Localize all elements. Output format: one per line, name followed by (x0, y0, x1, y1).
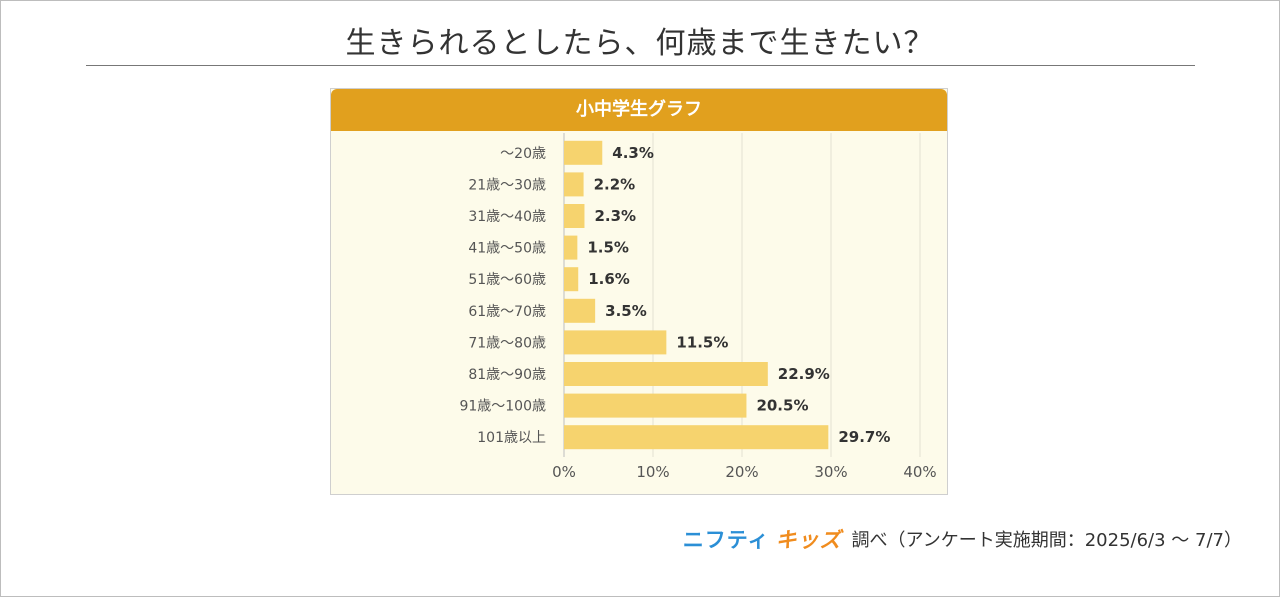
bar (564, 140, 603, 165)
bar-value-label: 2.2% (594, 175, 636, 193)
bar-value-label: 20.5% (756, 397, 808, 415)
category-label: 71歳～80歳 (468, 335, 546, 351)
category-label: 41歳～50歳 (468, 241, 546, 257)
x-tick-label: 20% (725, 463, 758, 481)
bar-value-label: 3.5% (605, 302, 647, 320)
bar (564, 425, 829, 450)
x-tick-label: 0% (552, 463, 576, 481)
source-credit: ニフティ キッズ 調べ（アンケート実施期間：2025/6/3 ～ 7/7） (683, 526, 1242, 552)
bar (564, 267, 579, 292)
bar (564, 172, 584, 197)
x-tick-label: 10% (636, 463, 669, 481)
bar-value-label: 1.6% (588, 270, 630, 288)
category-label: 91歳～100歳 (459, 399, 546, 415)
category-label: 101歳以上 (477, 430, 546, 446)
bar (564, 298, 596, 323)
bar (564, 235, 578, 260)
bar-value-label: 29.7% (838, 428, 890, 446)
nifty-logo: ニフティ (682, 528, 770, 552)
category-label: 31歳～40歳 (468, 209, 546, 225)
bar-value-label: 1.5% (587, 239, 629, 257)
category-label: 61歳～70歳 (468, 304, 546, 320)
page-title: 生きられるとしたら、何歳まで生きたい？ (345, 26, 935, 61)
kids-logo: キッズ (775, 528, 842, 552)
bar-chart: 4.3% ～20歳 2.2% 21歳～30歳 2.3% 31歳～40歳 1.5% 41歳～50… (459, 133, 937, 481)
category-label: ～20歳 (500, 146, 546, 162)
x-tick-label: 30% (814, 463, 847, 481)
category-label: 81歳～90歳 (468, 367, 546, 383)
bar-value-label: 2.3% (594, 207, 636, 225)
bar (564, 362, 768, 386)
chart-panel: 小中学生グラフ 4.3% ～20歳 2.2% 21歳～30歳 2.3% 31歳～40歳 1.… (330, 88, 948, 495)
bar-value-label: 11.5% (676, 333, 728, 351)
bar-value-label: 22.9% (778, 365, 830, 383)
bar-value-label: 4.3% (612, 144, 654, 162)
bar (564, 204, 585, 228)
category-label: 51歳～60歳 (468, 272, 546, 288)
bar (564, 393, 747, 418)
category-label: 21歳～30歳 (468, 177, 546, 193)
source-text: 調べ（アンケート実施期間：2025/6/3 ～ 7/7） (851, 530, 1242, 551)
bar (564, 330, 667, 355)
x-tick-label: 40% (903, 463, 936, 481)
panel-header: 小中学生グラフ (331, 89, 947, 131)
title-divider (86, 65, 1195, 66)
